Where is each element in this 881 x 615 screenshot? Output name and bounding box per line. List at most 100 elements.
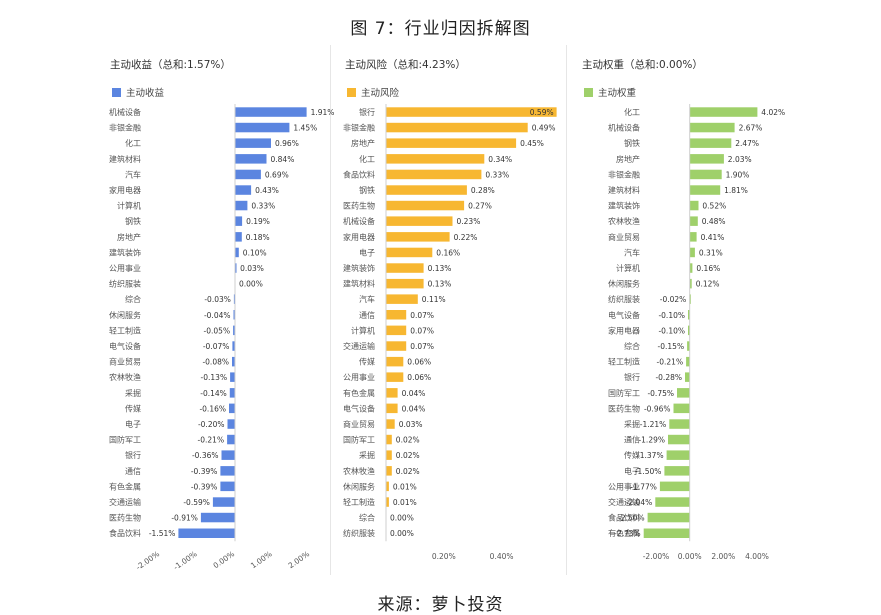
value-label-0-5: 0.43% [255,186,279,195]
category-label-1-25: 轻工制造 [343,497,375,507]
value-label-1-13: 0.07% [410,311,434,320]
bar-2-10 [689,263,693,273]
bar-1-19 [386,403,398,414]
bar-2-22 [666,450,690,460]
category-label-1-20: 商业贸易 [343,419,375,429]
bar-2-23 [664,466,690,476]
legend-label-active-return: 主动收益 [126,88,165,99]
bar-2-20 [669,419,690,429]
x-tick-2-1: 0.00% [678,552,702,561]
bar-2-15 [687,341,690,351]
bar-2-5 [689,185,721,195]
category-label-0-9: 建筑装饰 [109,247,141,257]
x-tick-0-4: 2.00% [286,549,311,570]
category-label-2-4: 非银金融 [608,169,640,179]
bar-2-25 [655,497,690,507]
category-label-0-11: 纺织服装 [109,279,141,289]
value-label-0-2: 0.96% [275,139,299,148]
bar-0-8 [235,232,242,242]
value-label-0-15: -0.07% [203,342,230,351]
bar-1-15 [386,341,407,351]
category-label-0-4: 汽车 [125,169,141,179]
bar-0-4 [235,169,261,180]
category-label-1-1: 非银金融 [343,123,375,133]
value-label-1-16: 0.06% [407,358,431,367]
category-label-2-9: 汽车 [624,247,640,257]
value-label-1-23: 0.02% [396,467,420,476]
bar-1-8 [386,232,450,242]
category-label-0-25: 交通运输 [109,497,141,507]
value-label-2-2: 2.47% [735,139,759,148]
x-tick-2-2: 2.00% [711,552,735,561]
value-label-1-24: 0.01% [393,482,417,491]
category-label-0-1: 非银金融 [109,123,141,133]
bar-2-27 [643,528,690,538]
x-tick-1-0: 0.20% [432,552,456,561]
category-label-0-2: 化工 [125,138,141,148]
category-label-2-25: 交通运输 [608,497,640,507]
value-label-1-9: 0.16% [436,248,460,257]
category-label-0-7: 钢铁 [125,216,141,226]
category-label-2-0: 化工 [624,107,640,117]
bar-0-0 [235,107,307,117]
category-label-1-15: 交通运输 [343,341,375,351]
value-label-2-9: 0.31% [699,248,723,257]
bar-1-14 [386,325,407,336]
category-label-0-6: 计算机 [117,201,141,211]
legend-active-weight: 主动权重 [584,85,636,99]
bar-0-24 [220,481,235,492]
value-label-2-14: -0.10% [658,326,685,335]
category-label-0-15: 电气设备 [109,341,141,351]
category-label-2-6: 建筑装饰 [608,201,640,211]
category-label-1-12: 汽车 [359,294,375,304]
bar-1-24 [386,481,389,492]
category-label-0-19: 传媒 [125,403,141,413]
bar-0-7 [235,216,243,226]
bar-2-11 [689,278,692,289]
category-label-1-22: 采掘 [359,450,375,460]
category-label-1-16: 传媒 [359,357,375,367]
category-label-0-26: 医药生物 [109,513,141,523]
category-label-1-3: 化工 [359,154,375,164]
value-label-2-10: 0.16% [696,264,720,273]
bar-1-6 [386,200,465,211]
bar-2-9 [689,247,695,258]
bar-2-14 [688,325,690,336]
category-label-2-13: 电气设备 [608,310,640,320]
legend-swatch-green [584,87,593,97]
bar-1-25 [386,497,389,507]
value-label-0-7: 0.19% [246,217,270,226]
bar-1-20 [386,419,395,429]
value-label-2-11: 0.12% [696,280,720,289]
category-label-1-26: 综合 [359,513,375,523]
category-label-1-17: 公用事业 [343,372,375,382]
category-label-1-23: 农林牧渔 [343,466,375,476]
value-label-2-27: -2.73% [614,529,641,538]
bar-0-20 [227,419,235,429]
bar-2-18 [677,388,690,398]
bar-2-7 [689,216,698,226]
category-label-0-27: 食品饮料 [109,528,141,538]
category-label-0-13: 休闲服务 [109,310,141,320]
category-label-0-10: 公用事业 [109,263,141,273]
value-label-2-18: -0.75% [647,389,674,398]
bar-2-0 [689,107,758,117]
bar-2-26 [647,512,690,523]
value-label-2-24: -1.77% [630,482,657,491]
category-label-2-16: 轻工制造 [608,357,640,367]
value-label-0-17: -0.13% [201,373,228,382]
value-label-1-15: 0.07% [410,342,434,351]
legend-label-active-risk: 主动风险 [361,88,400,99]
bar-1-17 [386,372,404,382]
value-label-0-18: -0.14% [200,389,227,398]
bar-1-23 [386,466,392,476]
bar-1-0 [386,107,557,117]
page-title: 图 7：行业归因拆解图 [350,19,531,39]
value-label-0-13: -0.04% [204,311,231,320]
bar-0-13 [233,310,235,320]
value-label-0-23: -0.39% [191,467,218,476]
value-label-2-25: -2.04% [626,498,653,507]
category-label-2-14: 家用电器 [608,325,640,335]
category-label-2-3: 房地产 [616,154,640,164]
value-label-1-21: 0.02% [396,436,420,445]
